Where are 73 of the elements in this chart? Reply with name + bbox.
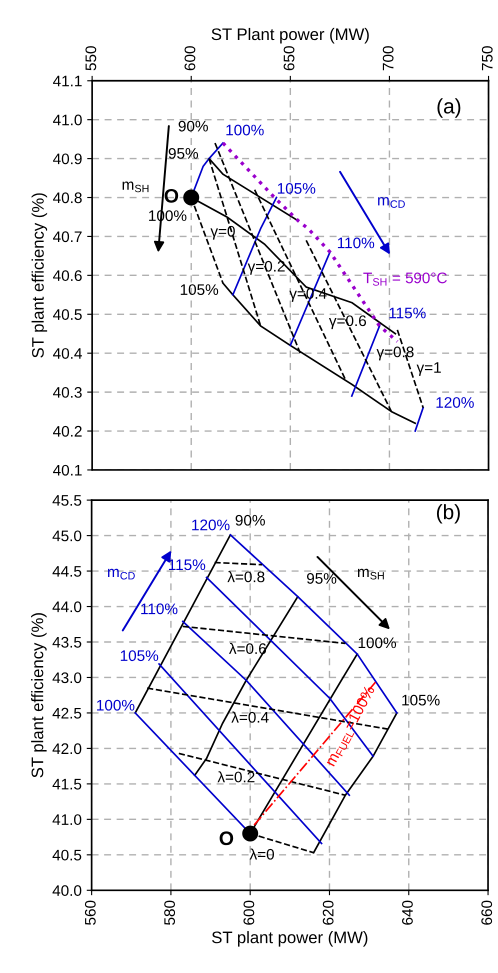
annotation: (a) (437, 98, 460, 118)
x-tick-label: 560 (84, 900, 96, 925)
annotation: λ=0.2 (218, 771, 254, 782)
annotation: 115% (389, 308, 426, 318)
y-axis-title: ST plant efficiency (%) (31, 613, 47, 778)
annotation: 110% (338, 238, 374, 248)
y-tick-label: 40.4 (53, 348, 82, 359)
x-tick-label: 640 (402, 900, 413, 925)
annotation: 95% (168, 148, 198, 159)
x-tick-label: 550 (85, 46, 96, 70)
annotation: O (164, 188, 178, 203)
x-tick-label: 580 (164, 900, 176, 925)
y-tick-label: 45.5 (52, 495, 82, 506)
y-tick-label: 40.5 (52, 850, 82, 861)
x-tick-label: 700 (382, 46, 394, 70)
annotation: γ=0 (210, 226, 235, 240)
annotation: m$_{SH}$ (358, 568, 384, 580)
annotation: (b) (436, 504, 460, 524)
y-tick-label: 41.5 (52, 778, 82, 790)
annotation: m$_{CD}$ (378, 197, 405, 208)
y-tick-label: 44.0 (52, 601, 82, 612)
annotation: λ=0.4 (231, 712, 269, 723)
x-tick-label: 660 (481, 900, 492, 925)
y-tick-label: 40.0 (52, 885, 82, 896)
annotation: 95% (306, 573, 336, 584)
y-tick-label: 45.0 (52, 530, 82, 542)
x-axis-title: ST Plant power (MW) (212, 28, 369, 44)
y-tick-label: 44.5 (52, 566, 82, 577)
x-tick-label: 620 (322, 900, 334, 925)
y-tick-label: 40.9 (53, 153, 82, 164)
annotation: 105% (278, 183, 316, 194)
x-tick-label: 600 (243, 900, 254, 925)
annotation: λ=0.8 (227, 571, 264, 582)
annotation: 100% (97, 700, 134, 711)
y-tick-label: 40.5 (53, 309, 82, 320)
y-tick-label: 40.1 (53, 464, 82, 476)
y-axis-title: ST plant efficiency (%) (32, 193, 48, 358)
annotation: O (220, 831, 234, 846)
x-axis-title: ST plant power (MW) (212, 931, 368, 947)
annotation: 90% (236, 514, 265, 526)
annotation: 120% (436, 397, 474, 408)
annotation: γ=0.6 (328, 315, 366, 330)
annotation: λ=0.6 (229, 642, 266, 654)
annotation: 105% (120, 650, 158, 662)
y-tick-label: 41.1 (53, 76, 82, 86)
y-tick-label: 40.2 (53, 426, 82, 437)
x-tick-label: 650 (284, 46, 294, 70)
annotation: 110% (141, 603, 178, 614)
annotation: γ=0.8 (376, 346, 414, 360)
y-tick-label: 43.0 (52, 672, 82, 684)
annotation: 105% (402, 694, 440, 706)
annotation: 105% (180, 284, 218, 296)
y-tick-label: 40.6 (53, 270, 82, 282)
x-tick-label: 750 (482, 46, 493, 70)
annotation: λ=0 (250, 848, 274, 860)
y-tick-label: 42.0 (52, 743, 82, 754)
x-tick-label: 600 (184, 46, 196, 70)
annotation: 90% (178, 120, 208, 132)
y-tick-label: 43.5 (52, 636, 82, 648)
annotation: m$_{SH}$ (122, 182, 148, 192)
annotation: 100% (226, 124, 264, 136)
annotation: 115% (168, 559, 206, 570)
y-tick-label: 40.7 (53, 231, 82, 242)
annotation: m$_{CD}$ (108, 568, 135, 580)
annotation: γ=1 (416, 362, 441, 376)
annotation: T$_{SH}$ = 590°C (363, 272, 447, 286)
y-tick-label: 40.3 (53, 386, 82, 398)
y-tick-label: 40.8 (53, 192, 82, 204)
annotation: 100% (358, 637, 396, 648)
y-tick-label: 41.0 (52, 814, 82, 826)
y-tick-label: 41.0 (53, 114, 82, 126)
y-tick-label: 42.5 (52, 708, 82, 719)
annotation: 120% (192, 520, 230, 530)
